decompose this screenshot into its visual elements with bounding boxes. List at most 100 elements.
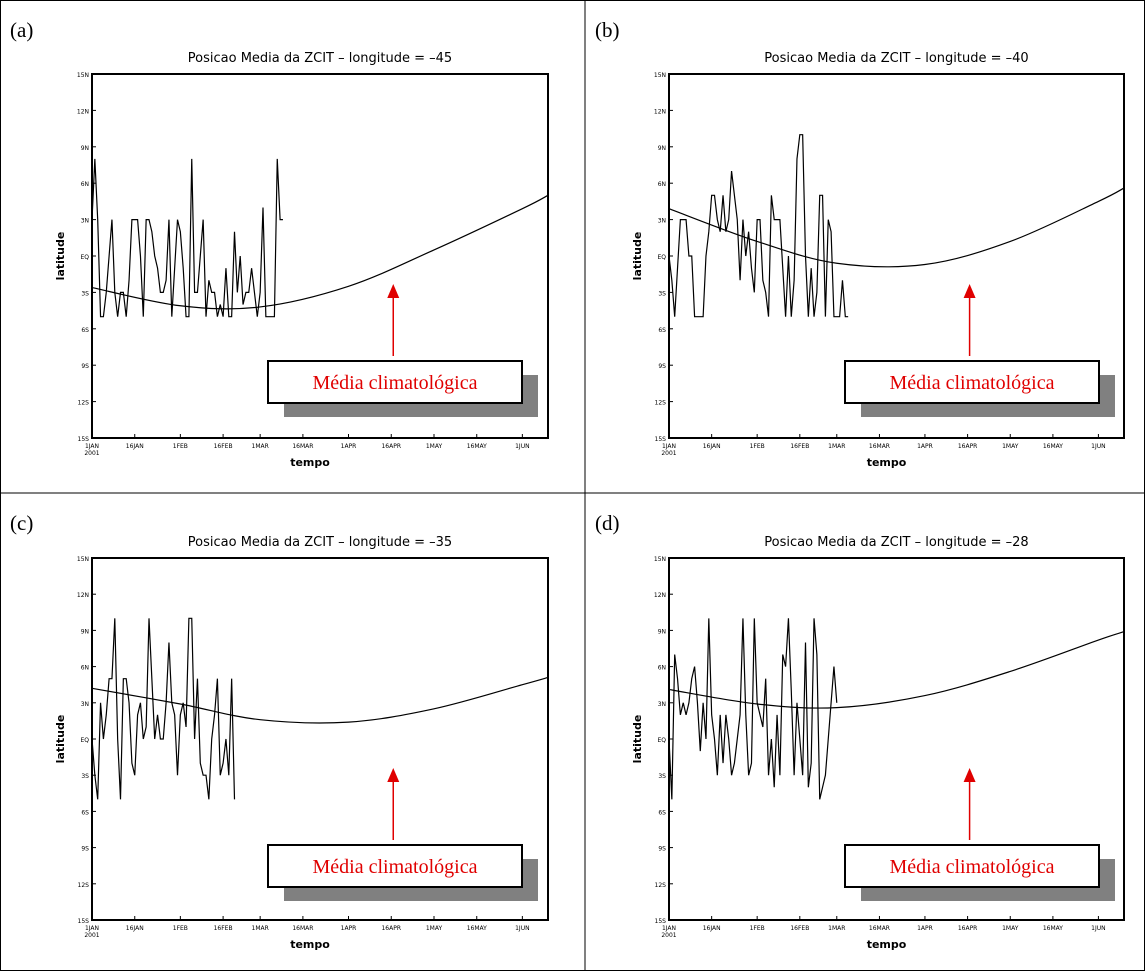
series-line-climatology [668,187,1125,268]
x-tick-line: 1MAR [252,443,269,450]
x-tick-label: 16JAN [703,443,721,450]
x-tick-line: 1FEB [173,925,188,932]
annotation-arrow-head [387,768,400,782]
x-tick-label: 16MAY [467,925,487,932]
y-tick-label: 3N [658,701,666,708]
y-tick-label: 3N [658,218,666,225]
y-tick-label: 6N [81,665,89,672]
x-tick-label: 1JAN 2001 [661,925,676,939]
x-axis-label: tempo [290,938,330,951]
x-tick-label: 16MAR [869,925,890,932]
x-tick-line: 16APR [958,925,978,932]
y-tick-label: 12N [654,108,666,115]
x-tick-line: 16FEB [214,925,233,932]
x-tick-label: 1FEB [750,443,765,450]
x-tick-label: 1JAN 2001 [84,925,99,939]
chart-panel: (a) Posicao Media da ZCIT – longitude = –… [10,18,549,469]
panel-letter: (c) [10,511,33,535]
x-tick-line: 16APR [958,443,978,450]
y-tick-label: 3S [81,290,89,297]
x-tick-line: 1FEB [750,925,765,932]
x-tick-label: 16FEB [790,443,809,450]
y-tick-label: 3N [81,218,89,225]
y-tick-label: 6N [658,665,666,672]
annotation-box [844,360,1100,404]
panel-letter: (d) [595,511,620,535]
y-tick-label: 15S [655,918,667,925]
x-tick-label: 1APR [917,443,933,450]
y-tick-label: 6S [658,327,666,334]
series-line-daily [91,158,283,318]
x-tick-label: 1MAR [252,443,269,450]
series-line-climatology [91,194,549,310]
series-line-daily [91,617,236,800]
x-tick-label: 16FEB [214,925,233,932]
x-tick-line: 16FEB [214,443,233,450]
x-tick-line: 1APR [917,443,933,450]
annotation-label: Média climatológica [890,856,1055,878]
series-line-daily [668,134,849,318]
y-tick-label: 3S [81,773,89,780]
x-tick-line: 1JAN [85,443,99,450]
x-tick-label: 16JAN [703,925,721,932]
x-tick-label: 1MAY [1002,925,1019,932]
y-axis-label: latitude [631,715,644,764]
x-tick-line: 16MAR [869,925,890,932]
annotation-box [844,844,1100,888]
x-tick-line: 1MAY [1002,443,1019,450]
x-tick-label: 16FEB [214,443,233,450]
y-tick-label: 9S [658,846,666,853]
x-tick-line: 1JAN [662,925,676,932]
x-tick-label: 16APR [958,925,978,932]
x-tick-label: 1MAR [828,443,845,450]
y-tick-label: EQ [657,254,666,261]
panel-letter: (a) [10,18,33,42]
y-axis-label: latitude [631,232,644,281]
y-tick-label: 15N [654,556,666,563]
x-axis-label: tempo [867,938,907,951]
series-line-climatology [91,676,549,724]
y-tick-label: 9N [81,145,89,152]
x-tick-label: 1JAN 2001 [84,443,99,457]
x-tick-label: 1MAY [426,925,443,932]
x-tick-line: 16FEB [790,925,809,932]
x-tick-label: 1MAR [828,925,845,932]
x-tick-label: 16JAN [126,443,144,450]
x-tick-label: 1APR [341,925,357,932]
x-tick-line: 1MAY [1002,925,1019,932]
series-line-climatology [668,631,1125,709]
x-tick-line: 1JUN [1091,925,1105,932]
x-tick-line: 1APR [917,925,933,932]
y-tick-label: EQ [80,254,89,261]
x-tick-line: 2001 [84,450,99,457]
x-tick-label: 1FEB [173,443,188,450]
x-tick-line: 1MAY [426,925,443,932]
x-tick-line: 1MAR [252,925,269,932]
y-tick-label: 15S [78,436,90,443]
x-tick-line: 1FEB [750,443,765,450]
y-tick-label: 15S [655,436,667,443]
x-tick-line: 16APR [381,443,401,450]
y-tick-label: 6S [81,327,89,334]
x-tick-line: 16JAN [126,925,144,932]
y-tick-label: 12N [77,592,89,599]
x-tick-label: 1JUN [515,925,529,932]
annotation-arrow-head [963,284,976,298]
x-tick-line: 1JAN [85,925,99,932]
annotation-arrow-head [387,284,400,298]
chart-title: Posicao Media da ZCIT – longitude = –40 [764,51,1028,66]
x-tick-label: 16JAN [126,925,144,932]
x-tick-line: 16FEB [790,443,809,450]
x-tick-label: 1JUN [515,443,529,450]
x-tick-line: 1JAN [662,443,676,450]
x-tick-label: 16MAR [292,443,313,450]
x-tick-line: 1MAR [828,925,845,932]
x-tick-label: 1JUN [1091,925,1105,932]
x-tick-line: 16JAN [703,443,721,450]
x-tick-line: 16MAY [1043,443,1063,450]
x-tick-line: 16MAR [292,443,313,450]
x-tick-line: 2001 [661,932,676,939]
x-tick-line: 16MAR [292,925,313,932]
x-tick-label: 16APR [381,925,401,932]
